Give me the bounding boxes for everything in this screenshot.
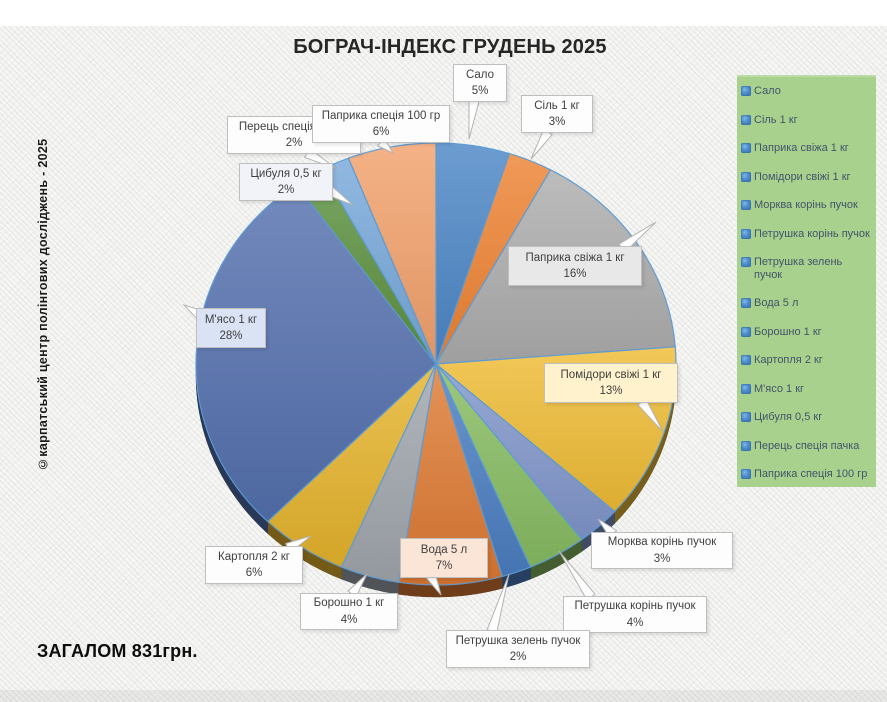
- legend-item-2: Сіль 1 кг: [741, 114, 871, 127]
- pie-slice-8: [398, 363, 503, 586]
- legend-item-3: Паприка свіжа 1 кг: [741, 142, 871, 155]
- legend-item-label: Паприка спеція 100 гр: [754, 468, 868, 481]
- legend-item-9: Борошно 1 кг: [741, 326, 871, 339]
- legend-item-14: Паприка спеція 100 гр: [741, 468, 871, 481]
- legend-item-label: Сіль 1 кг: [754, 113, 798, 126]
- legend-item-5: Морква корінь пучок: [741, 199, 871, 212]
- legend-marker-icon: [741, 200, 751, 211]
- legend-marker-icon: [741, 412, 751, 423]
- total-label: ЗАГАЛОМ 831грн.: [37, 641, 198, 661]
- legend-item-10: Картопля 2 кг: [741, 354, 871, 367]
- legend-item-7: Петрушка зелень пучок: [741, 256, 871, 281]
- legend-item-label: Сало: [754, 85, 781, 97]
- legend-item-6: Петрушка корінь пучок: [741, 228, 871, 241]
- legend-marker-icon: [741, 326, 751, 337]
- callout-pointer: [558, 550, 596, 601]
- legend-marker-icon: [741, 114, 751, 125]
- page-bottom-edge: [0, 690, 887, 702]
- legend-marker-icon: [741, 469, 751, 480]
- callout-pointer: [530, 128, 553, 160]
- legend-item-13: Перець спеція пачка: [741, 440, 871, 453]
- legend-item-label: Картопля 2 кг: [754, 354, 823, 367]
- legend-marker-icon: [741, 355, 751, 366]
- chart-legend: Сало Сіль 1 кг Паприка свіжа 1 кг Помідори …: [737, 75, 876, 487]
- legend-item-4: Помідори свіжі 1 кг: [741, 171, 871, 184]
- legend-item-11: М'ясо 1 кг: [741, 383, 871, 396]
- legend-item-label: Петрушка зелень пучок: [754, 256, 843, 281]
- legend-marker-icon: [741, 383, 751, 394]
- legend-marker-icon: [741, 86, 751, 96]
- callout-pointer: [468, 99, 480, 140]
- legend-item-label: Петрушка корінь пучок: [754, 227, 870, 240]
- legend-item-label: Паприка свіжа 1 кг: [754, 142, 849, 155]
- callout-pointer: [303, 147, 338, 170]
- legend-item-label: Морква корінь пучок: [754, 199, 858, 212]
- legend-marker-icon: [741, 298, 751, 309]
- legend-item-label: Цибуля 0,5 кг: [754, 411, 823, 424]
- legend-marker-icon: [741, 257, 751, 268]
- legend-item-8: Вода 5 л: [741, 297, 871, 310]
- legend-item-label: М'ясо 1 кг: [754, 382, 805, 395]
- callout-pointer: [182, 303, 204, 321]
- legend-item-label: Перець спеція пачка: [754, 439, 860, 452]
- legend-marker-icon: [741, 440, 751, 451]
- legend-item-12: Цибуля 0,5 кг: [741, 411, 871, 424]
- legend-marker-icon: [741, 143, 751, 154]
- legend-marker-icon: [741, 228, 751, 239]
- legend-item-label: Помідори свіжі 1 кг: [754, 170, 851, 183]
- legend-item-label: Вода 5 л: [754, 297, 799, 310]
- chart-title: БОГРАЧ-ІНДЕКС ГРУДЕНЬ 2025: [293, 36, 607, 58]
- legend-marker-icon: [741, 171, 751, 182]
- legend-item-1: Сало: [741, 85, 871, 98]
- legend-item-label: Борошно 1 кг: [754, 325, 822, 338]
- pie-slice-14: [347, 142, 437, 365]
